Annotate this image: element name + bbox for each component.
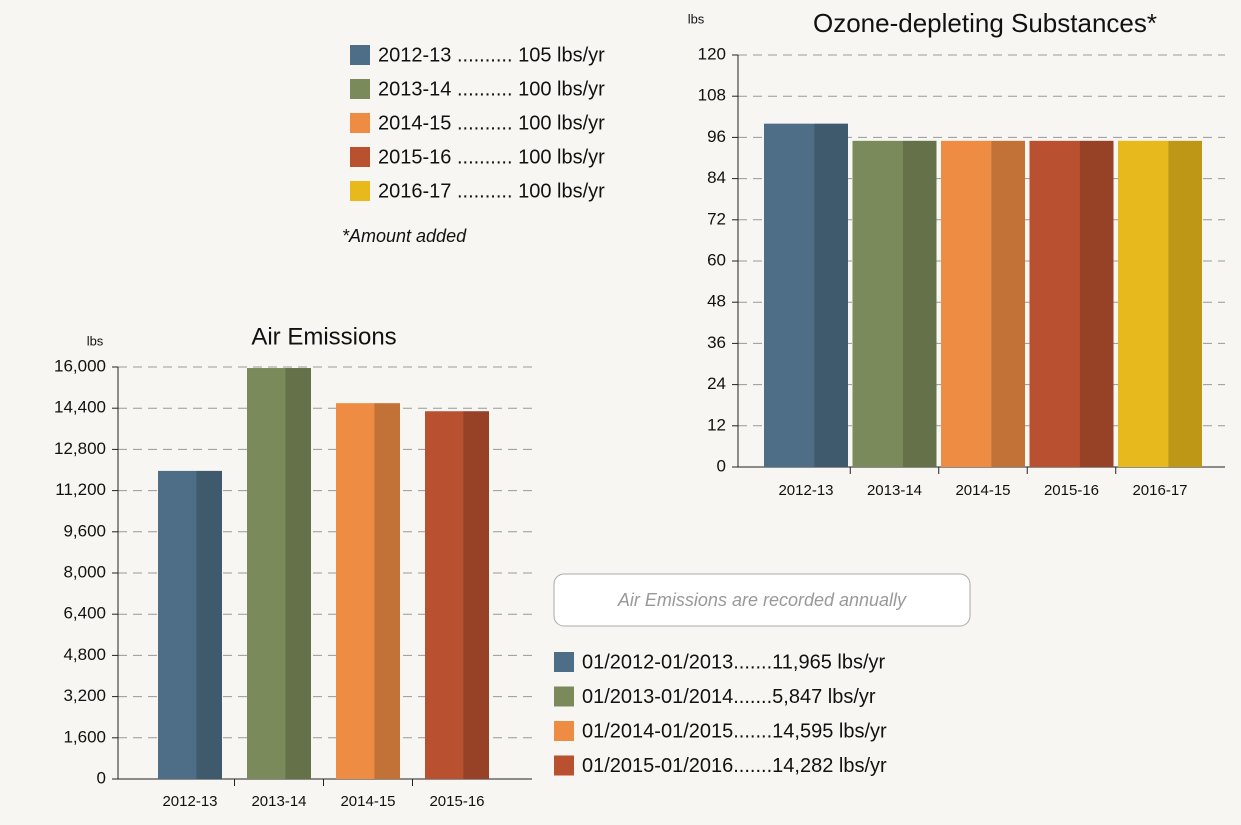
annotation: *Amount added [342, 226, 467, 246]
y-tick-label: 9,600 [63, 521, 106, 540]
legend-swatch [350, 147, 370, 167]
x-tick-label: 2014-15 [340, 793, 395, 810]
y-tick-label: 3,200 [63, 686, 106, 705]
y-tick-label: 14,400 [54, 398, 106, 417]
bar-shade [196, 470, 222, 779]
x-tick-label: 2016-17 [1132, 482, 1187, 499]
y-tick-label: 1,600 [63, 727, 106, 746]
legend-label: 01/2015-01/2016.......14,282 lbs/yr [582, 755, 887, 777]
bar [158, 470, 222, 779]
y-tick-label: 72 [707, 209, 726, 228]
legend-label: 2014-15 .......... 100 lbs/yr [378, 112, 605, 134]
y-tick-label: 24 [707, 374, 726, 393]
x-tick-label: 2015-16 [429, 793, 484, 810]
bar [941, 140, 1025, 468]
x-tick-label: 2013-14 [251, 793, 306, 810]
y-tick-label: 60 [707, 250, 726, 269]
legend-label: 2012-13 .......... 105 lbs/yr [378, 44, 605, 66]
legend-swatch [554, 721, 574, 741]
bar-shade [1079, 140, 1114, 468]
y-tick-label: 48 [707, 292, 726, 311]
y-tick-label: 120 [698, 44, 726, 63]
y-tick-label: 108 [698, 86, 726, 105]
bar [852, 140, 937, 468]
y-tick-label: 6,400 [63, 604, 106, 623]
y-axis-label: lbs [688, 11, 705, 26]
y-axis-label: lbs [87, 333, 104, 348]
x-tick-label: 2012-13 [162, 793, 217, 810]
legend-swatch [350, 79, 370, 99]
legend-label: 2015-16 .......... 100 lbs/yr [378, 146, 605, 168]
legend-swatch [554, 686, 574, 707]
bar-shade [285, 368, 311, 779]
legend-label: 2016-17 .......... 100 lbs/yr [378, 180, 605, 202]
y-tick-label: 16,000 [54, 356, 106, 375]
y-tick-label: 84 [707, 168, 726, 187]
legend-label: 01/2013-01/2014.......5,847 lbs/yr [582, 686, 876, 708]
x-tick-label: 2013-14 [867, 482, 922, 499]
x-tick-label: 2015-16 [1044, 482, 1099, 499]
bar [247, 368, 311, 779]
bar-shade [374, 403, 400, 779]
y-tick-label: 12 [707, 415, 726, 434]
y-tick-label: 11,200 [55, 480, 106, 499]
bar [764, 123, 848, 468]
legend-swatch [554, 755, 574, 776]
y-tick-label: 0 [717, 456, 726, 475]
x-tick-label: 2014-15 [955, 482, 1010, 499]
x-tick-label: 2012-13 [778, 482, 833, 499]
legend-swatch [350, 181, 370, 201]
legend-swatch [350, 45, 370, 65]
bar [1029, 140, 1114, 468]
note-box [553, 573, 971, 627]
bar-shade [991, 140, 1025, 468]
chart-title: Ozone-depleting Substances* [813, 8, 1157, 38]
y-tick-label: 8,000 [63, 562, 106, 581]
bar-shade [902, 140, 937, 468]
note: Air Emissions are recorded annually [617, 590, 907, 610]
bar [1118, 140, 1202, 468]
y-tick-label: 96 [707, 127, 726, 146]
bar-shade [463, 411, 489, 779]
bar-shade [1168, 140, 1202, 468]
legend-swatch [350, 113, 370, 133]
y-tick-label: 12,800 [54, 439, 106, 458]
bar [336, 403, 400, 779]
chart-title: Air Emissions [251, 323, 396, 350]
y-tick-label: 4,800 [63, 645, 106, 664]
bar [425, 411, 489, 779]
y-tick-label: 36 [707, 333, 726, 352]
legend-label: 01/2012-01/2013.......11,965 lbs/yr [582, 651, 886, 673]
legend-label: 2013-14 .......... 100 lbs/yr [378, 78, 605, 100]
y-tick-label: 0 [97, 768, 106, 787]
bar-shade [814, 123, 848, 468]
legend-label: 01/2014-01/2015.......14,595 lbs/yr [582, 720, 887, 742]
legend-swatch [554, 652, 574, 672]
